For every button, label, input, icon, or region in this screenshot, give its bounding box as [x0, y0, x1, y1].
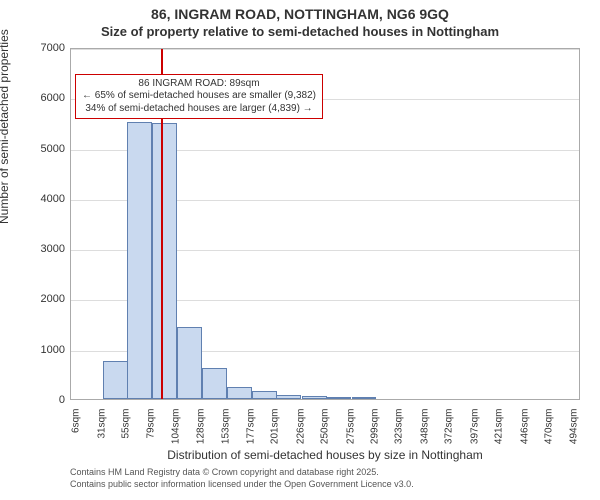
y-axis-title: Number of semi-detached properties — [0, 29, 11, 224]
chart-title-address: 86, INGRAM ROAD, NOTTINGHAM, NG6 9GQ — [0, 6, 600, 22]
histogram-bar — [103, 361, 128, 399]
histogram-bar — [352, 397, 377, 399]
histogram-bar — [326, 397, 351, 399]
y-tick-label: 4000 — [25, 193, 65, 205]
y-tick-label: 0 — [25, 394, 65, 406]
histogram-bar — [152, 123, 177, 399]
histogram-bar — [202, 368, 227, 399]
histogram-bar — [227, 387, 252, 399]
histogram-bar — [302, 396, 327, 399]
x-axis-title: Distribution of semi-detached houses by … — [70, 448, 580, 462]
y-tick-label: 2000 — [25, 293, 65, 305]
histogram-bar — [276, 395, 301, 399]
gridline — [71, 49, 579, 50]
y-tick-label: 3000 — [25, 243, 65, 255]
plot-area: 86 INGRAM ROAD: 89sqm← 65% of semi-detac… — [70, 48, 580, 400]
y-tick-label: 7000 — [25, 42, 65, 54]
annotation-line: ← 65% of semi-detached houses are smalle… — [82, 90, 316, 103]
y-tick-label: 5000 — [25, 143, 65, 155]
chart-title-desc: Size of property relative to semi-detach… — [0, 24, 600, 39]
histogram-bar — [127, 122, 152, 399]
y-tick-label: 6000 — [25, 92, 65, 104]
annotation-box: 86 INGRAM ROAD: 89sqm← 65% of semi-detac… — [75, 74, 323, 120]
chart-container: 86, INGRAM ROAD, NOTTINGHAM, NG6 9GQ Siz… — [0, 0, 600, 500]
footer-line-1: Contains HM Land Registry data © Crown c… — [70, 467, 580, 478]
annotation-line: 86 INGRAM ROAD: 89sqm — [82, 78, 316, 91]
histogram-bar — [177, 327, 202, 399]
annotation-line: 34% of semi-detached houses are larger (… — [82, 103, 316, 116]
footer-line-2: Contains public sector information licen… — [70, 479, 580, 490]
y-tick-label: 1000 — [25, 344, 65, 356]
histogram-bar — [252, 391, 277, 399]
